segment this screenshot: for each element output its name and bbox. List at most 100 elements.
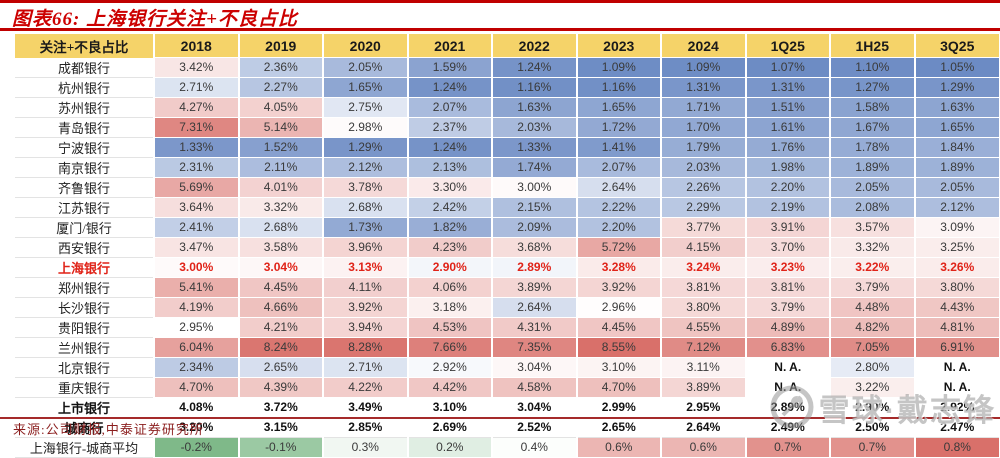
ratio-cell: 2.68% <box>322 196 408 218</box>
ratio-cell: 4.08% <box>153 396 239 418</box>
ratio-cell: 3.91% <box>744 216 830 238</box>
ratio-cell: 1.67% <box>829 116 915 138</box>
ratio-cell: 7.12% <box>660 336 746 358</box>
ratio-cell: 2.11% <box>237 156 323 178</box>
ratio-cell: 2.50% <box>829 416 915 438</box>
ratio-cell: 1.24% <box>491 57 577 78</box>
table-row: 北京银行 2.34% 2.65% 2.71% 2.92% 3.04% 3.10% 3.11% N… <box>13 356 999 378</box>
ratio-cell: 5.72% <box>575 236 661 258</box>
ratio-cell: 3.92% <box>575 276 661 298</box>
column-header: 2020 <box>322 34 408 58</box>
ratio-cell: N. A. <box>913 356 999 378</box>
ratio-cell: 1.16% <box>491 76 577 98</box>
ratio-cell: 2.05% <box>829 176 915 198</box>
ratio-cell: 2.05% <box>322 57 408 78</box>
ratio-cell: 3.15% <box>237 416 323 438</box>
ratio-cell: 2.15% <box>491 196 577 218</box>
ratio-cell: 3.09% <box>913 216 999 238</box>
table-row: 长沙银行 4.19% 4.66% 3.92% 3.18% 2.64% 2.96% 3.80% 3… <box>13 296 999 318</box>
ratio-cell: 3.10% <box>575 356 661 378</box>
table-row: 青岛银行 7.31% 5.14% 2.98% 2.37% 2.03% 1.72% 1.70% 1… <box>13 116 999 138</box>
ratio-cell: 2.64% <box>491 296 577 318</box>
table-row: 西安银行 3.47% 3.58% 3.96% 4.23% 3.68% 5.72% 4.15% 3… <box>13 236 999 258</box>
ratio-cell: 4.15% <box>660 236 746 258</box>
table-row: 重庆银行 4.70% 4.39% 4.22% 4.42% 4.58% 4.70% 3.89% N… <box>13 376 999 398</box>
ratio-cell: 2.29% <box>660 196 746 218</box>
column-header: 2023 <box>575 34 661 58</box>
ratio-cell: 1.51% <box>744 96 830 118</box>
ratio-cell: 1.84% <box>913 136 999 158</box>
ratio-cell: 3.22% <box>829 376 915 398</box>
ratio-cell: 2.89% <box>744 396 830 418</box>
bank-name: 青岛银行 <box>13 117 154 138</box>
table-row: 上海银行 3.00% 3.04% 3.13% 2.90% 2.89% 3.28% 3.24% 3… <box>13 256 999 278</box>
column-header: 2022 <box>491 34 577 58</box>
ratio-cell: 4.53% <box>406 316 492 338</box>
ratio-cell: 7.35% <box>491 336 577 358</box>
ratio-cell: 2.49% <box>744 416 830 438</box>
ratio-cell: 2.95% <box>153 316 239 338</box>
ratio-cell: 2.68% <box>237 216 323 238</box>
ratio-cell: 4.23% <box>406 236 492 258</box>
bank-name: 北京银行 <box>13 357 154 378</box>
ratio-cell: 2.65% <box>237 356 323 378</box>
bank-name: 重庆银行 <box>13 377 154 398</box>
bank-name: 兰州银行 <box>13 337 154 358</box>
ratio-cell: 2.03% <box>491 116 577 138</box>
ratio-cell: 4.58% <box>491 376 577 398</box>
ratio-cell: 3.81% <box>660 276 746 298</box>
ratio-cell: 1.74% <box>491 156 577 178</box>
ratio-cell: 7.31% <box>153 116 239 138</box>
ratio-cell: 3.25% <box>913 236 999 258</box>
ratio-cell: 2.71% <box>153 76 239 98</box>
ratio-cell: 3.04% <box>237 256 323 278</box>
column-header: 2021 <box>406 34 492 58</box>
ratio-cell: 3.81% <box>744 276 830 298</box>
ratio-cell: 3.23% <box>744 256 830 278</box>
header-row: 关注+不良占比 2018 2019 2020 2021 2022 2023 2024 1Q25 1… <box>13 34 999 58</box>
ratio-cell: 8.55% <box>575 336 661 358</box>
ratio-cell: 2.31% <box>153 156 239 178</box>
table-row: 成都银行 3.42% 2.36% 2.05% 1.59% 1.24% 1.09% 1.09% 1… <box>13 57 999 78</box>
ratio-cell: 3.47% <box>153 236 239 258</box>
ratio-cell: 2.08% <box>829 196 915 218</box>
ratio-cell: 1.29% <box>913 76 999 98</box>
ratio-cell: 4.11% <box>322 276 408 298</box>
bank-name: 江苏银行 <box>13 197 154 218</box>
ratio-cell: 4.81% <box>913 316 999 338</box>
ratio-cell: 1.79% <box>660 136 746 158</box>
ratio-cell: 2.36% <box>237 57 323 78</box>
ratio-cell: 1.65% <box>913 116 999 138</box>
ratio-cell: 1.89% <box>913 156 999 178</box>
ratio-cell: 1.05% <box>913 57 999 78</box>
bank-name: 西安银行 <box>13 237 154 258</box>
ratio-cell: 3.70% <box>744 236 830 258</box>
ratio-cell: 2.41% <box>153 216 239 238</box>
ratio-cell: 3.00% <box>153 256 239 278</box>
ratio-cell: 3.32% <box>237 196 323 218</box>
ratio-cell: 1.78% <box>829 136 915 158</box>
ratio-cell: 2.12% <box>913 196 999 218</box>
ratio-cell: 4.31% <box>491 316 577 338</box>
ratio-cell: 4.05% <box>237 96 323 118</box>
table-row: 杭州银行 2.71% 2.27% 1.65% 1.24% 1.16% 1.16% 1.31% 1… <box>13 76 999 98</box>
top-rule <box>0 0 1000 3</box>
ratio-cell: 2.42% <box>406 196 492 218</box>
ratio-cell: 3.26% <box>913 256 999 278</box>
ratio-cell: 1.31% <box>744 76 830 98</box>
ratio-cell: 3.58% <box>237 236 323 258</box>
ratio-cell: 5.69% <box>153 176 239 198</box>
ratio-cell: 2.85% <box>322 416 408 438</box>
ratio-cell: 2.19% <box>744 196 830 218</box>
ratio-cell: 3.22% <box>829 256 915 278</box>
ratio-cell: 3.89% <box>660 376 746 398</box>
ratio-cell: 1.76% <box>744 136 830 158</box>
ratio-cell: 7.66% <box>406 336 492 358</box>
ratio-cell: 2.03% <box>660 156 746 178</box>
ratio-cell: 1.16% <box>575 76 661 98</box>
ratio-cell: 0.8% <box>913 436 999 458</box>
ratio-cell: 3.28% <box>575 256 661 278</box>
ratio-cell: 2.27% <box>237 76 323 98</box>
ratio-cell: 2.90% <box>829 396 915 418</box>
